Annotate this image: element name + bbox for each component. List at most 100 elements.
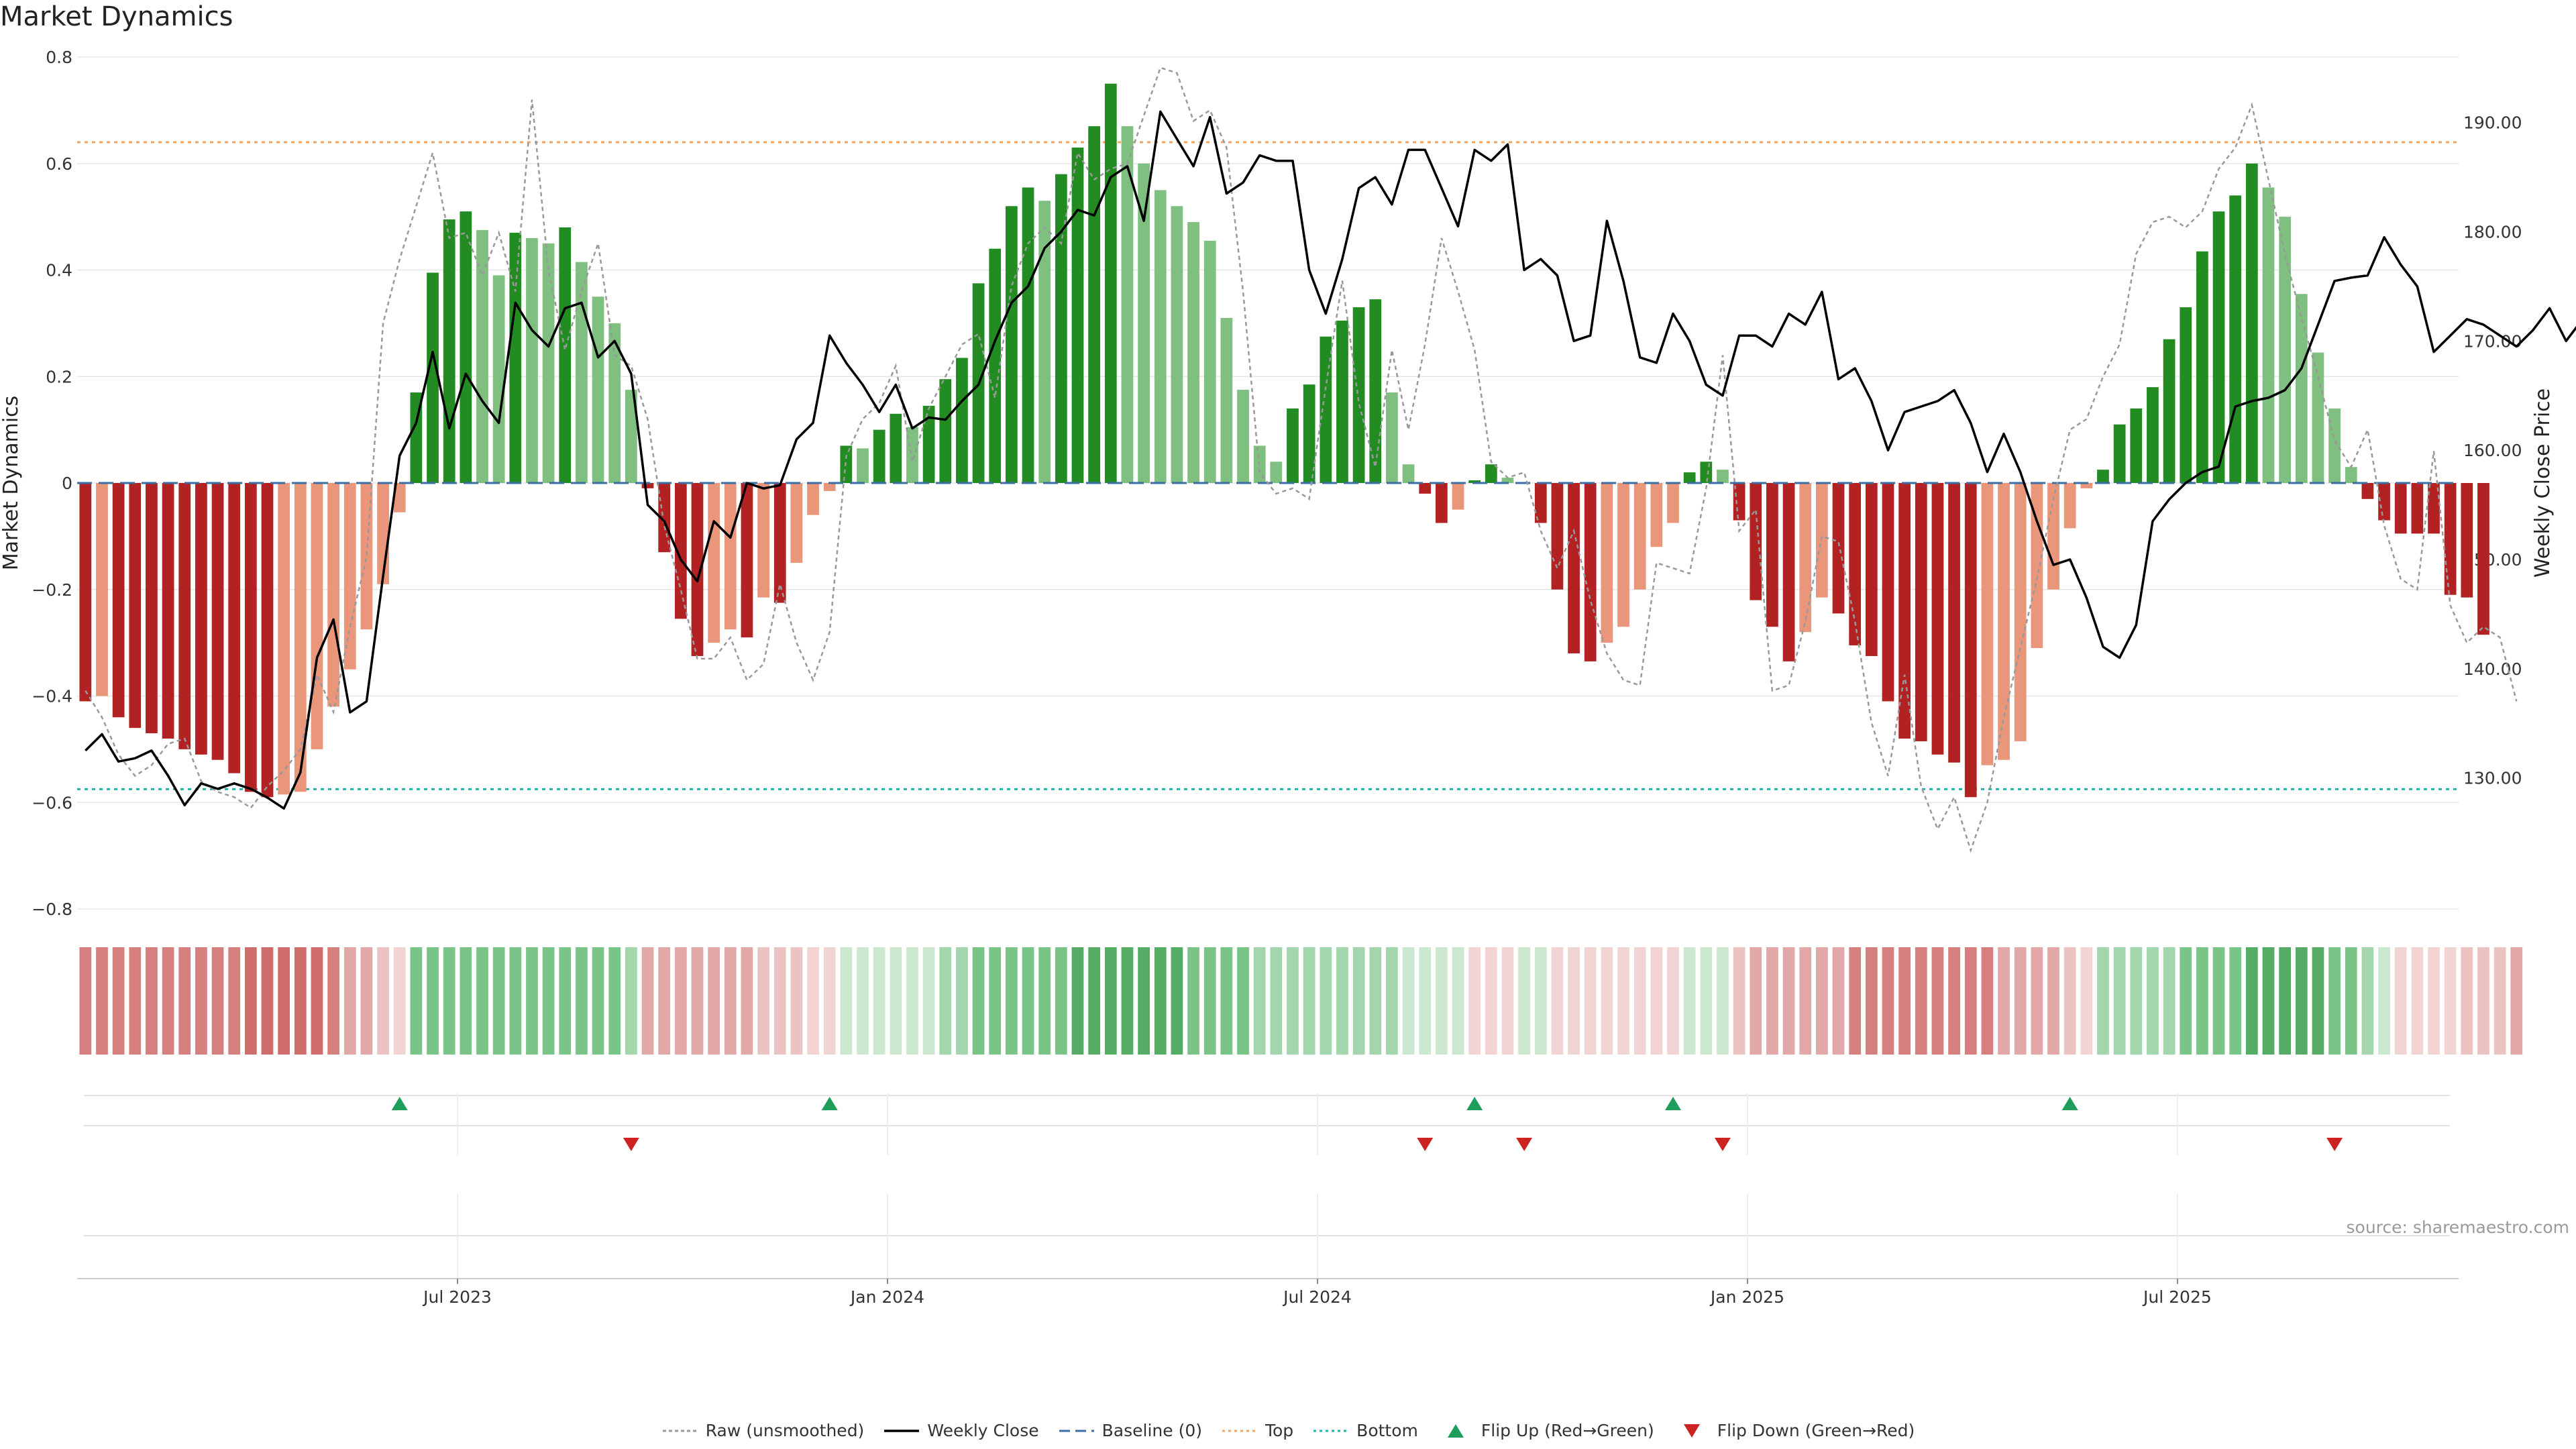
regime-strip-cell bbox=[278, 947, 290, 1055]
regime-strip-cell bbox=[641, 947, 654, 1055]
momentum-bar bbox=[1187, 222, 1199, 483]
momentum-bar bbox=[1981, 483, 1994, 765]
regime-strip-cell bbox=[2047, 947, 2059, 1055]
regime-strip-cell bbox=[625, 947, 637, 1055]
momentum-bar bbox=[922, 405, 935, 483]
regime-strip-cell bbox=[1154, 947, 1167, 1055]
regime-strip-cell bbox=[724, 947, 737, 1055]
regime-strip-cell bbox=[1931, 947, 1944, 1055]
momentum-bar bbox=[1369, 299, 1382, 483]
regime-strip-cell bbox=[2493, 947, 2506, 1055]
regime-strip-cell bbox=[1287, 947, 1299, 1055]
flip-down-marker bbox=[1714, 1138, 1731, 1151]
momentum-bar bbox=[261, 483, 274, 798]
regime-strip-cell bbox=[708, 947, 720, 1055]
regime-strip-cell bbox=[691, 947, 704, 1055]
regime-strip-cell bbox=[1948, 947, 1960, 1055]
momentum-bar bbox=[1534, 483, 1547, 523]
flip-down-marker bbox=[1516, 1138, 1533, 1151]
regime-strip-cell bbox=[2163, 947, 2176, 1055]
regime-strip-cell bbox=[1551, 947, 1564, 1055]
momentum-bar bbox=[790, 483, 803, 564]
dotted-line-icon bbox=[661, 1423, 699, 1439]
momentum-bar bbox=[211, 483, 224, 760]
regime-strip-cell bbox=[1998, 947, 2010, 1055]
momentum-bar bbox=[2212, 211, 2225, 483]
regime-strip-cell bbox=[410, 947, 423, 1055]
momentum-bar bbox=[2394, 483, 2407, 534]
regime-strip-cell bbox=[112, 947, 125, 1055]
regime-strip-cell bbox=[1518, 947, 1530, 1055]
regime-strip-cell bbox=[377, 947, 389, 1055]
momentum-bar bbox=[162, 483, 174, 739]
regime-strip-cell bbox=[2411, 947, 2424, 1055]
momentum-bar bbox=[724, 483, 737, 630]
regime-strip-cell bbox=[129, 947, 142, 1055]
momentum-bar bbox=[1171, 206, 1183, 483]
chart-legend: Raw (unsmoothed) Weekly Close Baseline (0)… bbox=[0, 1421, 2576, 1443]
regime-strip-cell bbox=[2312, 947, 2324, 1055]
regime-strip-cell bbox=[1104, 947, 1117, 1055]
regime-strip-cell bbox=[311, 947, 323, 1055]
momentum-bar bbox=[608, 323, 621, 483]
regime-strip-cell bbox=[2063, 947, 2076, 1055]
y-tick-label: 0 bbox=[62, 474, 72, 493]
regime-strip-cell bbox=[1419, 947, 1432, 1055]
momentum-bar bbox=[1220, 317, 1233, 483]
regime-strip-cell bbox=[492, 947, 505, 1055]
regime-strip-cell bbox=[1022, 947, 1034, 1055]
momentum-bar bbox=[1750, 483, 1762, 600]
momentum-bar bbox=[559, 227, 572, 483]
momentum-bar bbox=[1568, 483, 1580, 653]
momentum-bar bbox=[1303, 384, 1316, 483]
momentum-bar bbox=[1104, 83, 1117, 483]
regime-strip-cell bbox=[2014, 947, 2027, 1055]
momentum-bar bbox=[244, 483, 257, 792]
momentum-bar bbox=[2196, 251, 2208, 483]
regime-strip-cell bbox=[96, 947, 108, 1055]
regime-strip-cell bbox=[2229, 947, 2242, 1055]
regime-strip-cell bbox=[2097, 947, 2109, 1055]
flip-up-marker bbox=[821, 1097, 838, 1110]
regime-strip-cell bbox=[1650, 947, 1663, 1055]
momentum-bar bbox=[1650, 483, 1663, 547]
regime-strip-cell bbox=[244, 947, 257, 1055]
regime-strip-cell bbox=[559, 947, 572, 1055]
regime-strip-cell bbox=[1717, 947, 1729, 1055]
regime-strip-cell bbox=[1402, 947, 1415, 1055]
momentum-bar bbox=[857, 448, 869, 483]
regime-strip-cell bbox=[1534, 947, 1547, 1055]
momentum-bar bbox=[956, 358, 968, 483]
regime-strip-cell bbox=[2147, 947, 2159, 1055]
regime-strip-cell bbox=[2180, 947, 2192, 1055]
regime-strip-cell bbox=[1501, 947, 1514, 1055]
regime-strip-cell bbox=[211, 947, 224, 1055]
regime-strip-cell bbox=[2361, 947, 2374, 1055]
regime-strip-cell bbox=[922, 947, 935, 1055]
regime-strip-cell bbox=[1915, 947, 1927, 1055]
momentum-bar bbox=[1468, 480, 1481, 483]
y2-tick-label: 190.00 bbox=[2463, 113, 2522, 133]
momentum-bar bbox=[2345, 467, 2357, 483]
momentum-bar bbox=[1154, 190, 1167, 483]
regime-strip-cell bbox=[592, 947, 604, 1055]
momentum-bar bbox=[1501, 478, 1514, 483]
regime-strip-cell bbox=[2295, 947, 2308, 1055]
momentum-bar bbox=[1419, 483, 1432, 494]
momentum-bar bbox=[1022, 187, 1034, 483]
momentum-bar bbox=[2163, 339, 2176, 483]
momentum-bar bbox=[96, 483, 108, 696]
regime-strip-cell bbox=[773, 947, 786, 1055]
momentum-bar bbox=[691, 483, 704, 656]
regime-strip-cell bbox=[228, 947, 241, 1055]
dotted-line-icon bbox=[1312, 1423, 1350, 1439]
regime-strip-cell bbox=[1683, 947, 1696, 1055]
y-tick-label: 0.8 bbox=[46, 48, 72, 67]
momentum-bar bbox=[1584, 483, 1597, 661]
legend-label: Raw (unsmoothed) bbox=[705, 1421, 865, 1440]
momentum-bar bbox=[1617, 483, 1629, 627]
y2-tick-label: 180.00 bbox=[2463, 223, 2522, 242]
regime-strip-cell bbox=[1633, 947, 1646, 1055]
regime-strip-cell bbox=[1617, 947, 1629, 1055]
momentum-bar bbox=[2328, 408, 2341, 483]
